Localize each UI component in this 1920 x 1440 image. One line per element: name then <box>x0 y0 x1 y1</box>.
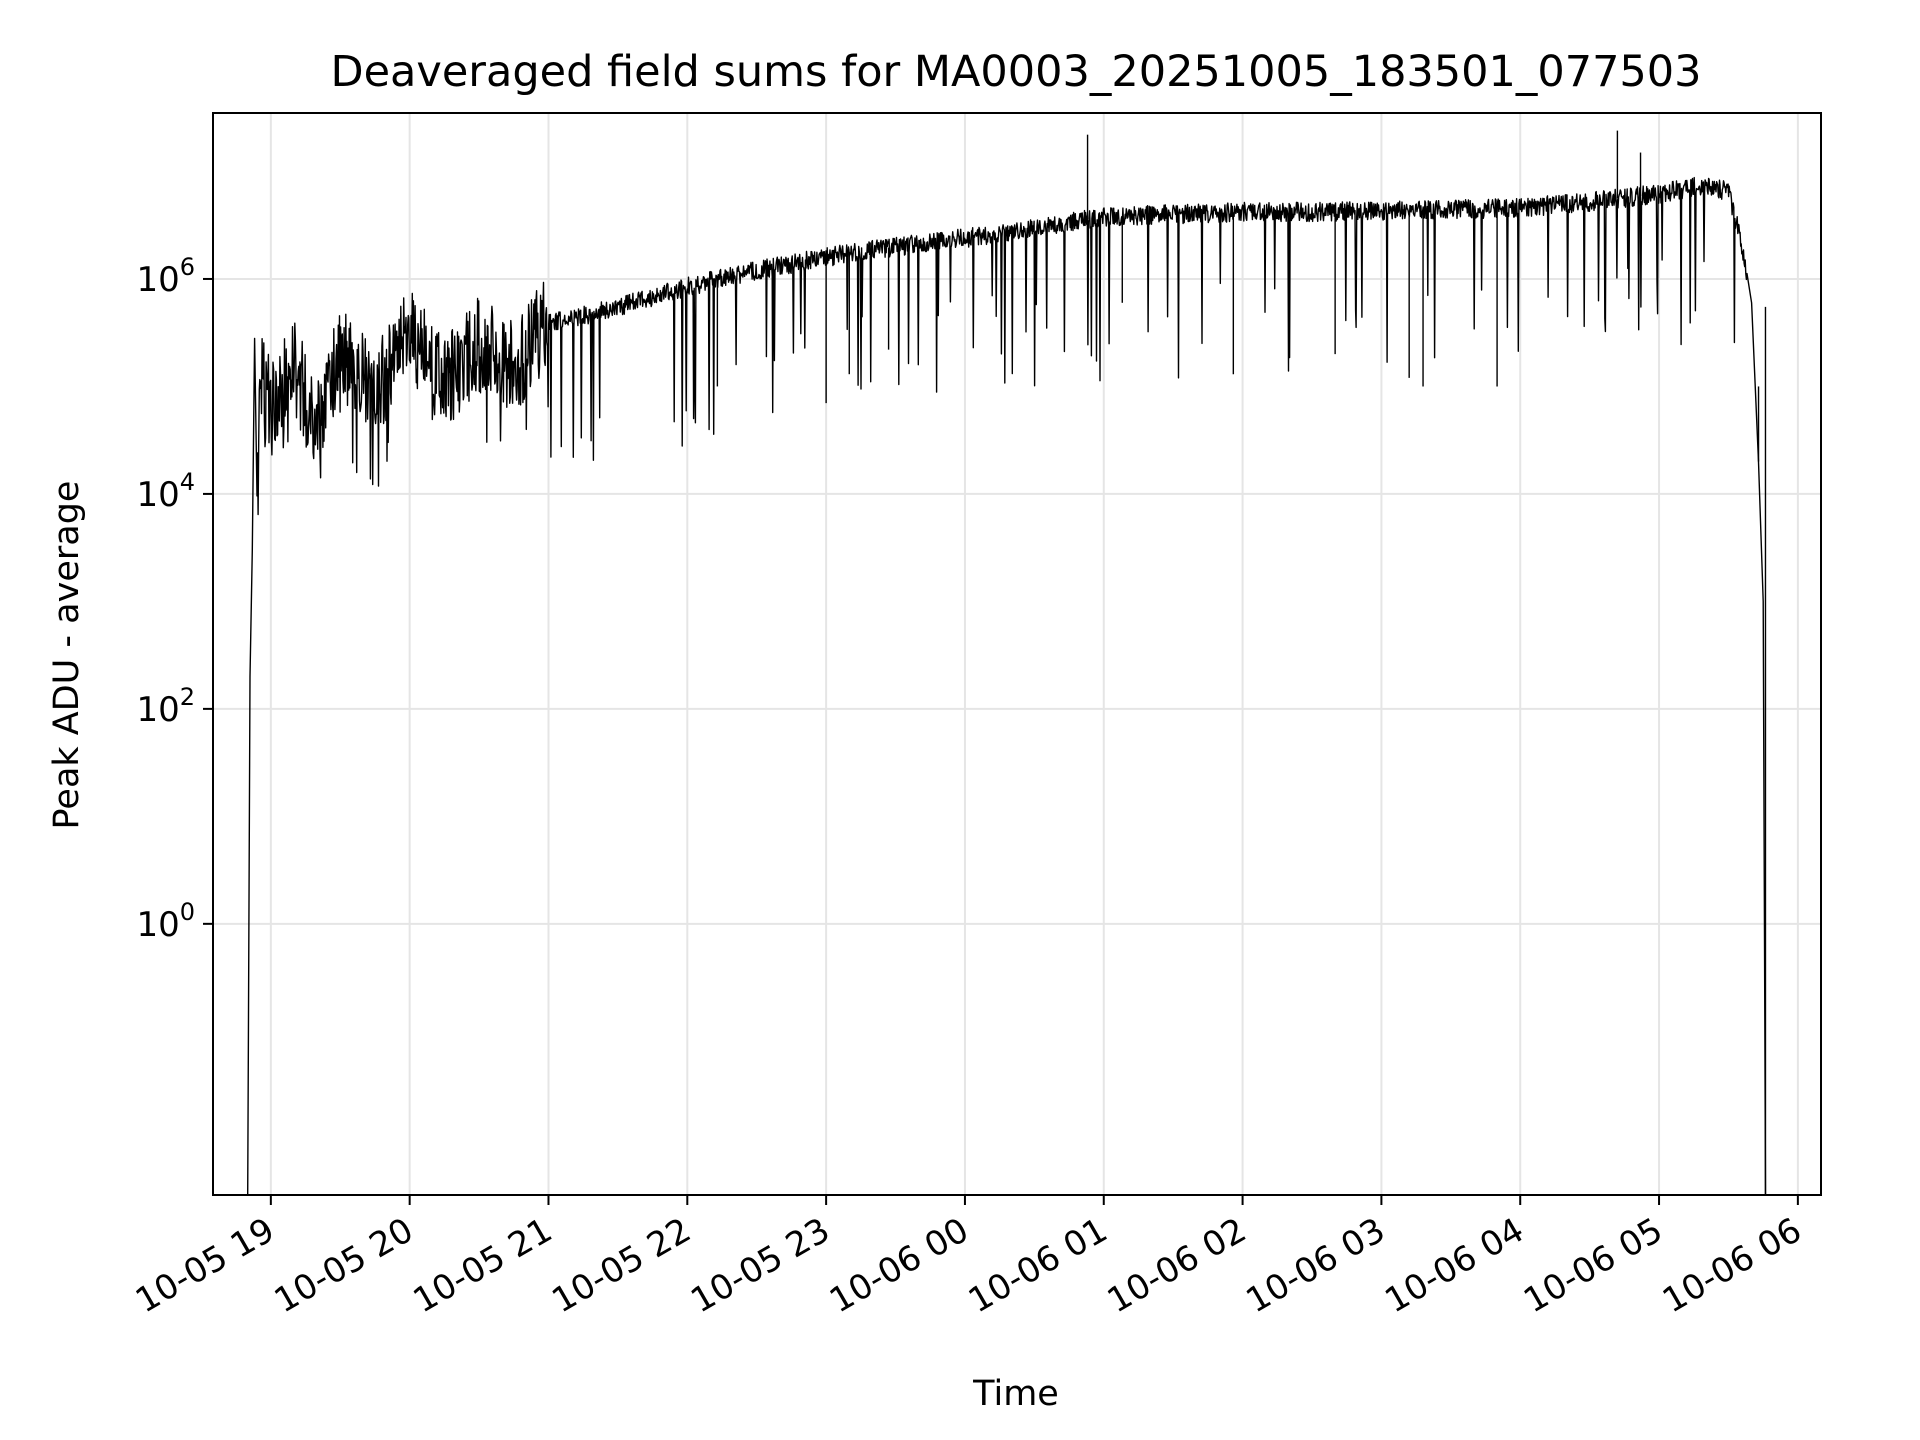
x-gridlines <box>269 113 1799 1195</box>
y-tick-label: 100 <box>136 898 195 945</box>
series-layer <box>247 130 1767 1195</box>
y-axis-label: Peak ADU - average <box>47 481 87 830</box>
y-axis-ticks: 100 102 104 106 <box>136 253 213 945</box>
y-tick-label: 102 <box>136 683 195 730</box>
y-tick-label: 106 <box>136 253 195 300</box>
y-gridlines <box>213 277 1821 925</box>
plot-frame <box>212 112 1822 1196</box>
x-axis-label: Time <box>972 1374 1059 1414</box>
y-tick-label: 104 <box>136 468 195 515</box>
series-line <box>247 176 1767 1195</box>
chart-title: Deaveraged field sums for MA0003_2025100… <box>330 47 1701 97</box>
